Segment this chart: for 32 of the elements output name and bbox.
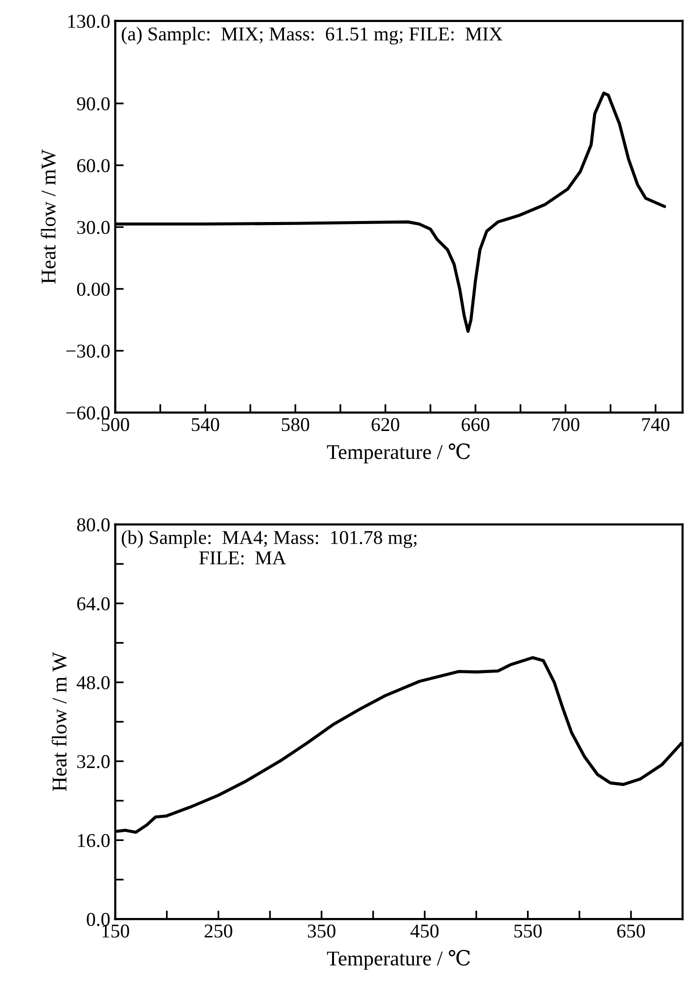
x-tick-label: 150 — [102, 924, 130, 938]
x-tick-label: 500 — [102, 418, 130, 432]
x-tick-label: 550 — [514, 924, 542, 938]
x-tick-label: 740 — [642, 418, 670, 432]
x-tick-label: 350 — [308, 924, 336, 938]
y-axis-title: Heat flow / mW — [40, 149, 56, 284]
y-tick-label: 90.0 — [76, 97, 110, 110]
y-tick-label: 32.0 — [77, 755, 110, 768]
y-tick-label: −60.0 — [66, 406, 110, 420]
annotation: (b) Sample: MA4; Mass: 101.78 mg; FILE: MA — [122, 530, 416, 565]
x-tick-label: 250 — [204, 924, 232, 938]
y-tick-label: 16.0 — [78, 834, 110, 848]
y-tick-label: 80.0 — [77, 518, 110, 532]
y-tick-label: 130.0 — [68, 14, 110, 28]
x-tick-label: 580 — [282, 418, 310, 432]
y-tick-label: 30.0 — [77, 220, 110, 234]
x-tick-label: 620 — [372, 418, 400, 432]
y-tick-label: 0.00 — [77, 282, 110, 296]
annotation: (a) Samplc: MIX; Mass: 61.51 mg; FILE: MIX — [122, 26, 502, 45]
x-axis-title: Temperature / ℃ — [327, 443, 470, 464]
x-axis-title: Temperature / ℃ — [327, 950, 470, 970]
y-tick-label: 0.0 — [86, 912, 110, 926]
x-tick-label: 700 — [552, 418, 580, 432]
y-tick-label: 48.0 — [76, 676, 110, 690]
y-tick-label: −30.0 — [66, 344, 110, 358]
y-tick-label: 60.0 — [77, 159, 110, 172]
x-tick-label: 540 — [192, 418, 220, 432]
y-axis-title: Heat flow / m W — [52, 652, 67, 791]
x-tick-label: 650 — [617, 924, 645, 938]
x-tick-label: 450 — [410, 924, 439, 938]
y-tick-label: 64.0 — [77, 597, 110, 610]
x-tick-label: 660 — [462, 418, 490, 432]
